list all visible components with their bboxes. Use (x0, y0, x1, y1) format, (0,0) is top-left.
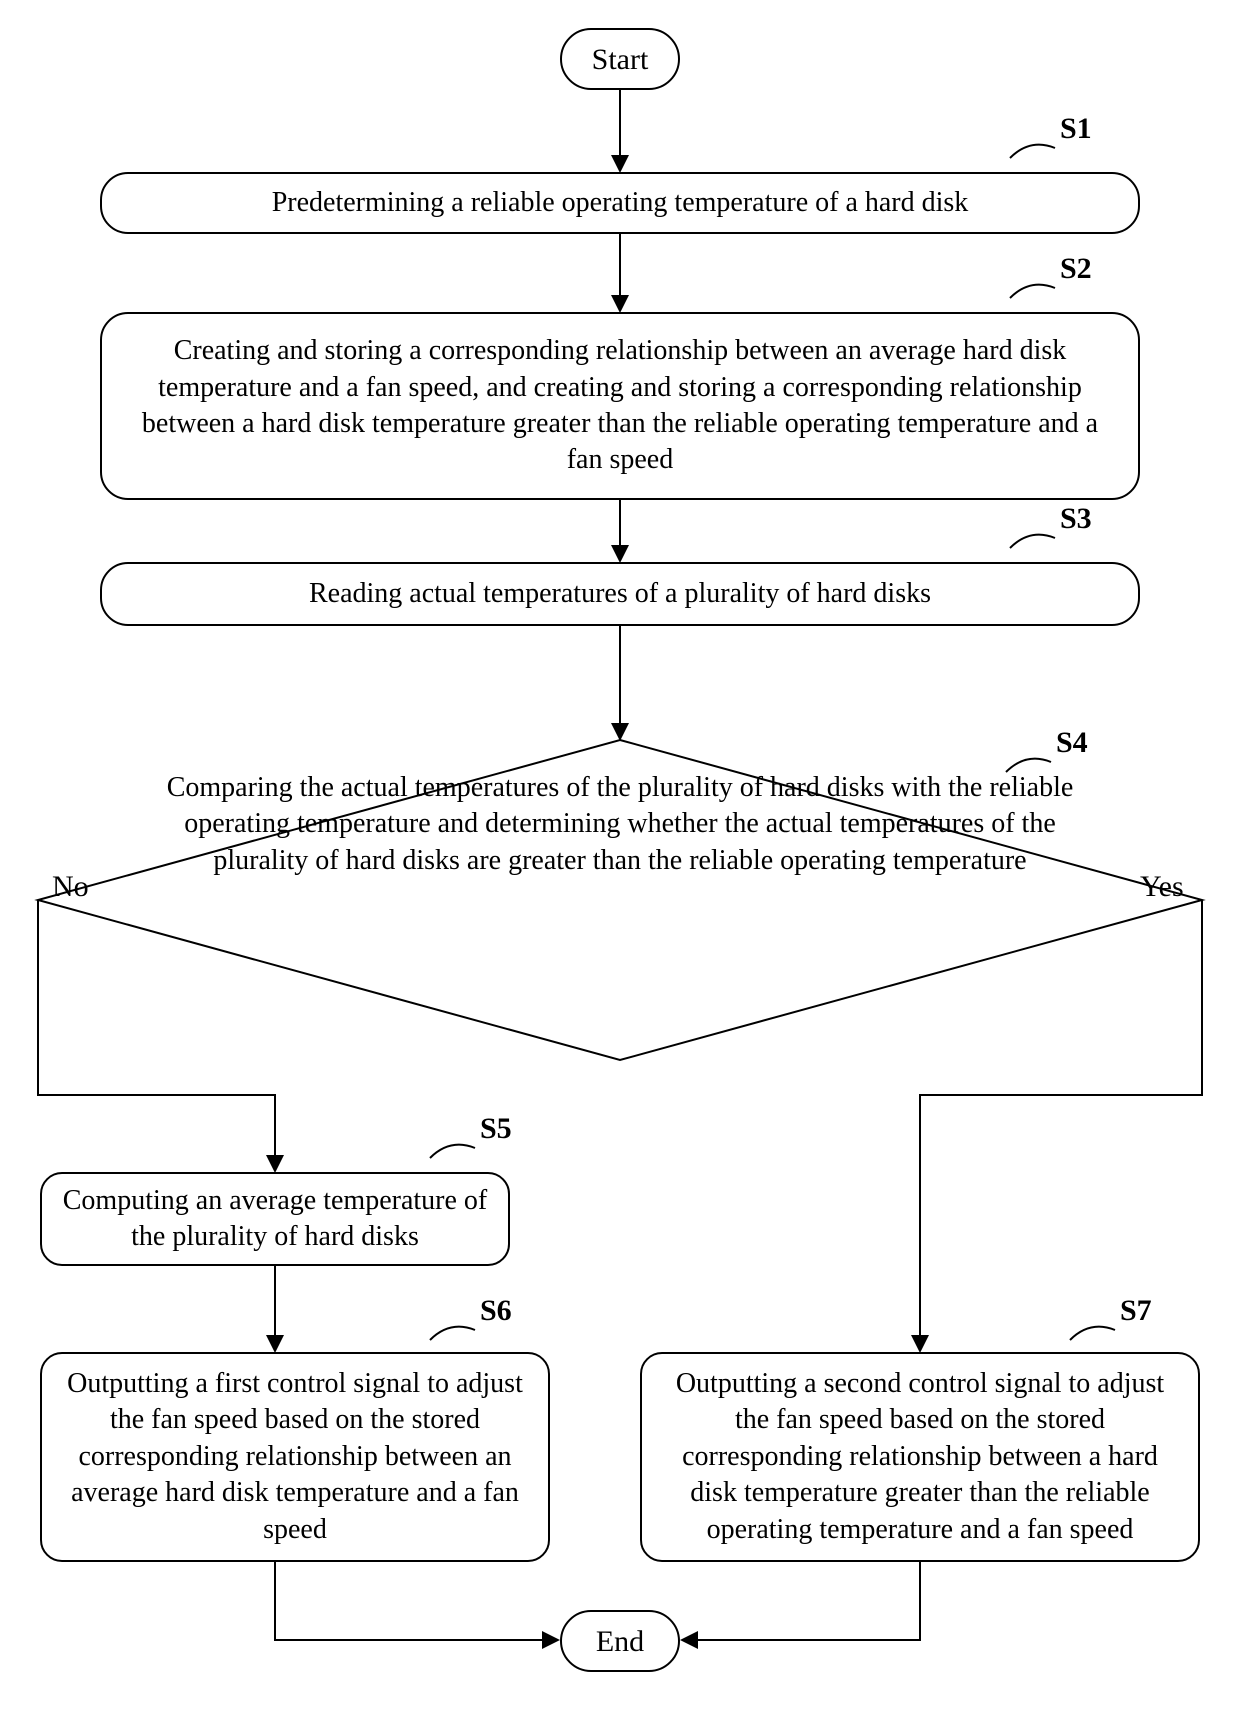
flowchart-canvas: Start Predetermining a reliable operatin… (0, 0, 1240, 1731)
step-label-s7: S7 (1120, 1294, 1152, 1328)
node-end: End (560, 1610, 680, 1672)
step-label-s3: S3 (1060, 502, 1092, 536)
node-s1-label: Predetermining a reliable operating temp… (272, 185, 969, 221)
step-label-s4: S4 (1056, 726, 1088, 760)
node-s7: Outputting a second control signal to ad… (640, 1352, 1200, 1562)
node-s6-label: Outputting a first control signal to adj… (62, 1366, 528, 1548)
node-s4-label: Comparing the actual temperatures of the… (140, 770, 1100, 879)
node-s7-label: Outputting a second control signal to ad… (662, 1366, 1178, 1548)
node-s3: Reading actual temperatures of a plurali… (100, 562, 1140, 626)
node-start-label: Start (592, 40, 649, 79)
node-s2: Creating and storing a corresponding rel… (100, 312, 1140, 500)
step-label-s1: S1 (1060, 112, 1092, 146)
node-s5: Computing an average temperature of the … (40, 1172, 510, 1266)
branch-no: No (52, 870, 89, 904)
step-label-s2: S2 (1060, 252, 1092, 286)
node-s5-label: Computing an average temperature of the … (62, 1183, 488, 1256)
node-s6: Outputting a first control signal to adj… (40, 1352, 550, 1562)
node-start: Start (560, 28, 680, 90)
branch-yes: Yes (1140, 870, 1184, 904)
node-end-label: End (596, 1622, 644, 1661)
step-label-s5: S5 (480, 1112, 512, 1146)
node-s3-label: Reading actual temperatures of a plurali… (309, 576, 931, 612)
step-label-s6: S6 (480, 1294, 512, 1328)
node-s2-label: Creating and storing a corresponding rel… (122, 333, 1118, 479)
node-s1: Predetermining a reliable operating temp… (100, 172, 1140, 234)
